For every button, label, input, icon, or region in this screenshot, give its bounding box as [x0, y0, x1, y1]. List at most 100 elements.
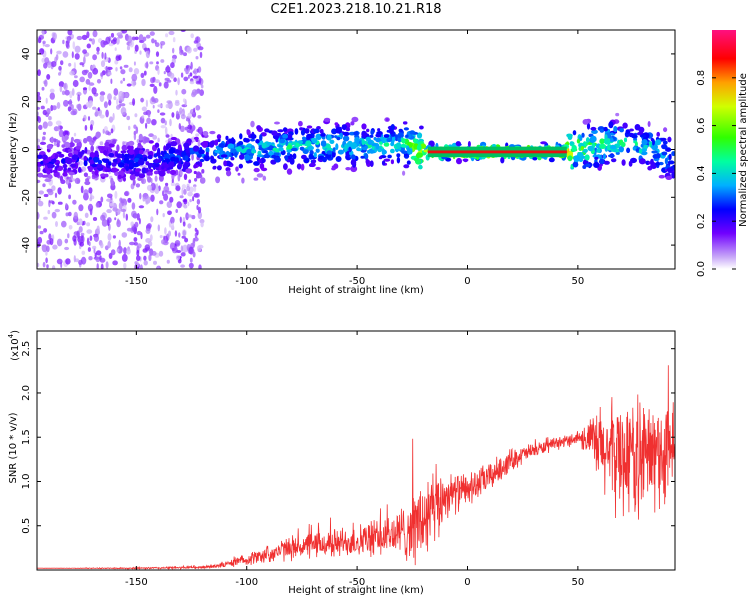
spectrogram-ridge-dot: [593, 161, 600, 168]
spectrogram-scatter-dot: [136, 261, 139, 268]
spectrogram-scatter-dot: [89, 124, 93, 131]
snr-marks: [37, 365, 675, 570]
spectrogram-scatter-dot: [120, 208, 127, 212]
spectrogram-scatter-dot: [143, 260, 148, 266]
spectrogram-scatter-dot: [83, 114, 87, 121]
spectrogram-ridge-dot: [212, 166, 217, 170]
spectrogram-ridge-dot: [166, 143, 172, 149]
snr-y-tick-label: 2.5: [21, 341, 32, 357]
spectrogram-scatter-dot: [149, 31, 155, 36]
spectrogram-ridge-dot: [139, 149, 144, 155]
spectrogram-ridge-dot: [363, 153, 369, 160]
spectrogram-ridge-dot: [585, 163, 591, 168]
spectrogram-ridge-dot: [613, 126, 618, 133]
spectrogram-ridge-dot: [631, 135, 638, 139]
spectrogram-ridge-dot: [256, 173, 264, 178]
spectrogram-scatter-dot: [43, 228, 48, 233]
spectrogram-ridge-dot: [65, 157, 73, 165]
spectrogram-scatter-dot: [197, 206, 202, 214]
spectrogram-scatter-dot: [93, 247, 96, 254]
spectrogram-ridge-dot: [40, 161, 44, 165]
spectrogram-scatter-dot: [56, 258, 63, 265]
spectrogram-scatter-dot: [132, 98, 136, 106]
spectrogram-ridge-dot: [641, 139, 648, 146]
spectrogram-scatter-dot: [161, 239, 166, 245]
spectrogram-ridge-dot: [548, 157, 555, 163]
spectrogram-scatter-dot: [58, 81, 65, 88]
spectrogram-scatter-dot: [194, 89, 201, 94]
spectrogram-scatter-dot: [148, 240, 153, 247]
spectrogram-scatter-dot: [37, 200, 44, 207]
snr-plot-area: [37, 331, 675, 570]
spectrogram-scatter-dot: [92, 30, 98, 38]
spectrogram-scatter-dot: [165, 33, 169, 38]
spectrogram-ridge-dot: [573, 155, 580, 163]
spectrogram-ridge-dot: [170, 141, 178, 147]
spectrogram-ridge-dot: [403, 127, 409, 131]
spectrogram-scatter-dot: [150, 77, 155, 84]
spectrogram-ridge-dot: [315, 166, 321, 170]
spectrogram-scatter-dot: [61, 90, 66, 96]
spectrogram-scatter-dot: [134, 36, 139, 41]
spectrogram-ridge-dot: [586, 122, 591, 130]
spectrogram-scatter-dot: [57, 201, 63, 205]
spectrogram-ridge-dot: [185, 168, 193, 174]
spectrogram-ridge-dot: [132, 179, 136, 186]
spectrogram-scatter-dot: [52, 32, 57, 41]
spectrogram-ridge-dot: [284, 155, 289, 161]
spectrogram-scatter-dot: [126, 83, 132, 87]
spectrogram-scatter-dot: [194, 192, 200, 198]
spectrogram-ridge-dot: [230, 148, 234, 153]
spectrogram-scatter-dot: [61, 220, 67, 228]
spectrogram-scatter-dot: [105, 109, 109, 118]
spectrogram-scatter-dot: [157, 137, 160, 143]
spectrogram-ridge-dot: [42, 131, 47, 136]
spectrogram-ridge-dot: [666, 167, 674, 172]
spectrogram-ridge-dot: [103, 149, 108, 156]
spectrogram-scatter-dot: [73, 255, 76, 263]
spectrogram-ridge-dot: [186, 129, 194, 133]
spectrogram-ridge-dot: [313, 128, 320, 134]
spectrogram-ridge-dot: [155, 151, 161, 157]
spectrogram-scatter-dot: [148, 133, 154, 138]
spectrogram-ridge-dot: [620, 141, 626, 148]
spectrogram-ridge-dot: [345, 127, 350, 132]
spectrogram-x-tick-label: 0: [464, 276, 470, 287]
spectrogram-ridge-dot: [307, 145, 315, 151]
spectrogram-scatter-dot: [145, 99, 148, 108]
spectrogram-ridge-dot: [183, 173, 188, 180]
spectrogram-scatter-dot: [142, 36, 147, 42]
snr-multiplier-base: (x10: [10, 338, 21, 361]
spectrogram-ridge-dot: [174, 157, 180, 163]
spectrogram-ridge-dot: [418, 164, 423, 170]
spectrogram-ridge-dot: [335, 127, 343, 134]
spectrogram-scatter-dot: [190, 33, 194, 39]
spectrogram-scatter-dot: [55, 221, 58, 227]
spectrogram-ridge-dot: [239, 154, 245, 160]
spectrogram-ridge-dot: [56, 142, 60, 148]
spectrogram-ridge-dot: [122, 176, 126, 182]
spectrogram-scatter-dot: [145, 34, 151, 39]
spectrogram-scatter-dot: [88, 85, 91, 91]
spectrogram-ridge-dot: [467, 141, 471, 148]
spectrogram-scatter-dot: [197, 211, 202, 220]
spectrogram-ridge-dot: [350, 159, 357, 166]
spectrogram-scatter-dot: [180, 245, 184, 253]
spectrogram-ridge-dot: [241, 177, 245, 184]
spectrogram-scatter-dot: [133, 81, 137, 86]
spectrogram-ridge-dot: [335, 143, 339, 151]
spectrogram-ridge-dot: [210, 155, 215, 160]
spectrogram-scatter-dot: [118, 239, 121, 248]
spectrogram-scatter-dot: [175, 110, 179, 118]
spectrogram-scatter-dot: [147, 113, 151, 118]
spectrogram-ridge-dot: [604, 138, 611, 145]
spectrogram-ridge-dot: [168, 161, 175, 168]
spectrogram-scatter-dot: [41, 30, 45, 37]
snr-y-tick-label: 1.0: [21, 474, 32, 490]
spectrogram-ridge-dot: [390, 148, 395, 154]
spectrogram-scatter-dot: [163, 185, 170, 193]
spectrogram-ridge-dot: [272, 147, 277, 151]
spectrogram-ridge-dot: [401, 138, 406, 144]
spectrogram-scatter-dot: [78, 204, 84, 212]
spectrogram-scatter-dot: [163, 71, 166, 75]
